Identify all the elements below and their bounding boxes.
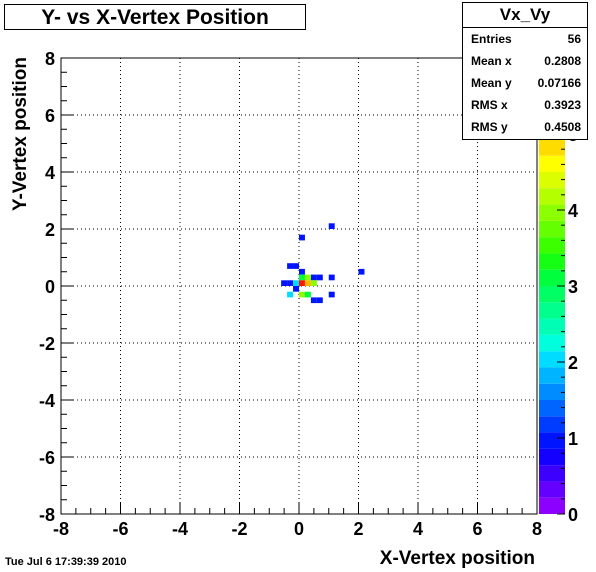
color-palette [539, 140, 565, 514]
palette-color-band [539, 253, 565, 270]
palette-color-band [539, 432, 565, 449]
palette-color-band [539, 204, 565, 221]
palette-color-band [539, 383, 565, 400]
z-tick-label: 2 [568, 353, 578, 373]
z-tick-label: 0 [568, 505, 578, 525]
x-tick-label: 6 [472, 519, 482, 539]
palette-color-band [539, 269, 565, 286]
heatmap-bin [299, 268, 305, 275]
palette-color-band [539, 155, 565, 172]
y-tick-label: -2 [39, 334, 55, 354]
chart-title: Y- vs X-Vertex Position [4, 4, 306, 30]
y-tick-label: 4 [45, 163, 55, 183]
y-tick-label: 8 [45, 49, 55, 69]
timestamp: Tue Jul 6 17:39:39 2010 [5, 556, 127, 568]
palette-color-band [539, 237, 565, 254]
stats-label: Mean y [471, 76, 512, 90]
palette-color-band [539, 188, 565, 205]
stats-histogram-name: Vx_Vy [463, 3, 587, 28]
heatmap-bin [328, 291, 335, 298]
heatmap-bin [287, 291, 294, 298]
x-tick-label: -8 [53, 519, 69, 539]
stats-box: Vx_Vy Entries 56 Mean x 0.2808 Mean y 0.… [462, 2, 588, 140]
palette-color-band [539, 497, 565, 514]
y-tick-label: 6 [45, 106, 55, 126]
stats-row-mean-x: Mean x 0.2808 [463, 50, 587, 72]
palette-color-band [539, 286, 565, 303]
palette-color-band [539, 220, 565, 238]
palette-color-band [539, 448, 565, 466]
heatmap-bin [293, 280, 299, 286]
x-tick-label: 4 [413, 519, 423, 539]
z-tick-label: 3 [568, 277, 578, 297]
palette-color-band [539, 465, 565, 482]
y-axis-ticks: -8 -6 -4 -2 0 2 4 6 8 [39, 49, 73, 525]
heatmap-bin [328, 274, 335, 281]
heatmap-bin [293, 286, 299, 292]
heatmap-bin [310, 280, 317, 286]
palette-color-band [539, 302, 565, 319]
stats-value: 56 [567, 32, 581, 46]
stats-row-entries: Entries 56 [463, 28, 587, 50]
heatmap-bin [299, 274, 305, 281]
palette-color-band [539, 481, 565, 498]
palette-color-band [539, 172, 565, 189]
palette-color-band [539, 318, 565, 335]
x-tick-label: -6 [112, 519, 128, 539]
x-tick-label: -4 [172, 519, 188, 539]
heatmap-bin [316, 297, 323, 304]
x-axis-ticks: -8 -6 -4 -2 0 2 4 6 8 [53, 502, 542, 539]
heatmap-bin [299, 291, 305, 298]
heatmap-bin [316, 274, 323, 281]
stats-value: 0.07166 [537, 76, 581, 90]
grid-lines [61, 58, 537, 514]
heatmap-bins [281, 223, 365, 304]
y-tick-label: -8 [39, 505, 55, 525]
z-tick-label: 1 [568, 429, 578, 449]
heatmap-bin [287, 263, 294, 269]
x-tick-label: -2 [231, 519, 247, 539]
x-tick-label: 2 [353, 519, 363, 539]
heatmap-bin [310, 274, 317, 281]
y-tick-label: 0 [45, 277, 55, 297]
palette-color-band [539, 367, 565, 384]
palette-color-band [539, 351, 565, 368]
stats-label: RMS x [471, 98, 508, 112]
y-tick-label: -6 [39, 448, 55, 468]
y-tick-label: -4 [39, 391, 55, 411]
heatmap-bin [310, 297, 317, 304]
x-tick-label: 0 [294, 519, 304, 539]
z-tick-label: 4 [568, 201, 578, 221]
heatmap-bin [328, 223, 335, 229]
y-tick-label: 2 [45, 220, 55, 240]
heatmap-bin [299, 280, 305, 286]
heatmap-bin [304, 291, 311, 298]
palette-color-band [539, 334, 565, 352]
x-axis-label: X-Vertex position [380, 548, 535, 569]
stats-label: Mean x [471, 54, 512, 68]
palette-color-band [539, 140, 565, 156]
stats-label: RMS y [471, 120, 508, 134]
heatmap-bin [293, 263, 299, 269]
stats-value: 0.4508 [544, 120, 581, 134]
stats-row-rms-x: RMS x 0.3923 [463, 94, 587, 116]
heatmap-bin [304, 274, 311, 281]
palette-color-band [539, 400, 565, 417]
y-axis-label: Y-Vertex position [10, 57, 31, 211]
stats-row-rms-y: RMS y 0.4508 [463, 116, 587, 138]
x-tick-label: 8 [532, 519, 542, 539]
heatmap-bin [304, 280, 311, 286]
stats-row-mean-y: Mean y 0.07166 [463, 72, 587, 94]
heatmap-bin [281, 280, 288, 286]
stats-value: 0.2808 [544, 54, 581, 68]
heatmap-bin [299, 234, 305, 241]
stats-value: 0.3923 [544, 98, 581, 112]
palette-color-band [539, 416, 565, 433]
heatmap-bin [358, 268, 365, 275]
stats-label: Entries [471, 32, 512, 46]
heatmap-bin [287, 280, 294, 286]
